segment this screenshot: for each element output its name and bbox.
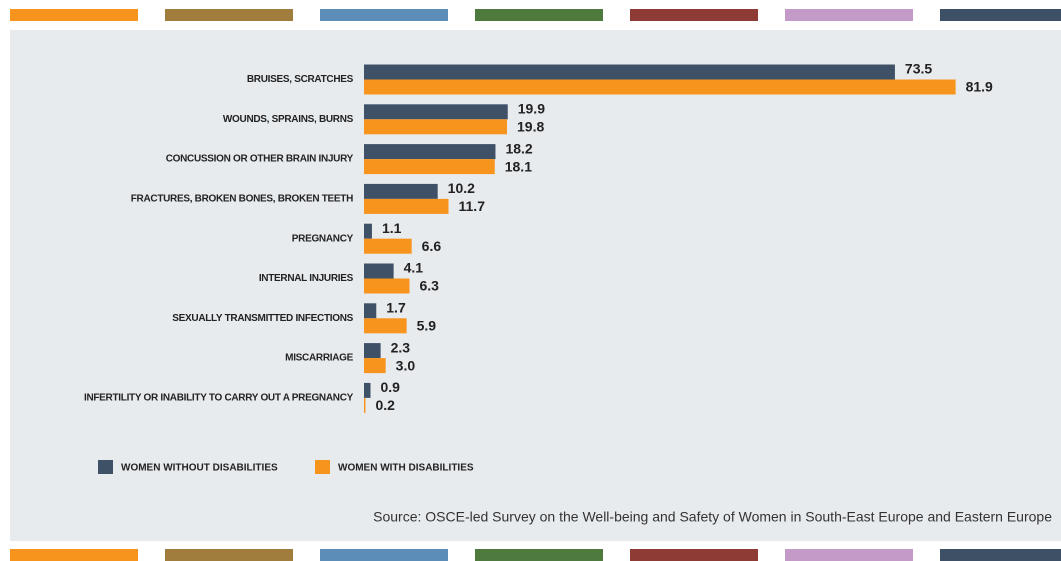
bar xyxy=(364,397,366,413)
bar xyxy=(364,382,371,398)
bar xyxy=(364,64,895,80)
category-label: INFERTILITY OR INABILITY TO CARRY OUT A … xyxy=(84,393,354,404)
value-label: 0.9 xyxy=(381,379,401,395)
stripe xyxy=(10,9,138,21)
bar xyxy=(364,79,956,95)
stripe xyxy=(320,549,448,561)
stripe xyxy=(165,9,293,21)
stripe xyxy=(785,9,913,21)
bar xyxy=(364,238,412,254)
category-label: MISCARRIAGE xyxy=(285,353,353,364)
value-label: 1.1 xyxy=(382,220,402,236)
stripe xyxy=(630,549,758,561)
bar xyxy=(364,104,508,120)
value-label: 3.0 xyxy=(396,357,416,373)
bar xyxy=(364,263,394,279)
stripe xyxy=(475,549,603,561)
value-label: 73.5 xyxy=(905,61,932,77)
value-label: 1.7 xyxy=(386,300,406,316)
value-label: 19.9 xyxy=(518,101,545,117)
stripe xyxy=(165,549,293,561)
legend-swatch xyxy=(315,460,330,474)
bar xyxy=(364,358,386,374)
value-label: 81.9 xyxy=(966,79,993,95)
bar xyxy=(364,159,495,175)
bar xyxy=(364,183,438,199)
category-label: CONCUSSION OR OTHER BRAIN INJURY xyxy=(166,154,354,165)
category-label: WOUNDS, SPRAINS, BURNS xyxy=(223,114,354,125)
value-label: 6.6 xyxy=(422,238,442,254)
legend-label: WOMEN WITHOUT DISABILITIES xyxy=(121,463,278,474)
legend-swatch xyxy=(98,460,113,474)
bar xyxy=(364,303,377,319)
category-label: SEXUALLY TRANSMITTED INFECTIONS xyxy=(172,313,353,324)
stripe xyxy=(320,9,448,21)
value-label: 19.8 xyxy=(517,119,544,135)
bottom-stripes xyxy=(10,549,1061,561)
bar xyxy=(364,318,407,334)
category-label: INTERNAL INJURIES xyxy=(259,273,354,284)
value-label: 4.1 xyxy=(404,260,424,276)
stripe xyxy=(785,549,913,561)
value-label: 10.2 xyxy=(448,180,475,196)
bar xyxy=(364,223,372,239)
source: Source: OSCE-led Survey on the Well-bein… xyxy=(373,509,1052,525)
stripe xyxy=(940,549,1061,561)
bar xyxy=(364,198,449,214)
panel xyxy=(10,30,1061,541)
value-label: 6.3 xyxy=(420,278,440,294)
legend-label: WOMEN WITH DISABILITIES xyxy=(338,463,474,474)
bar xyxy=(364,144,496,160)
value-label: 18.1 xyxy=(505,158,532,174)
value-label: 0.2 xyxy=(375,397,395,413)
category-label: BRUISES, SCRATCHES xyxy=(247,74,354,85)
stripe xyxy=(630,9,758,21)
bar xyxy=(364,119,508,135)
stripe xyxy=(10,549,138,561)
value-label: 2.3 xyxy=(391,339,411,355)
stripe xyxy=(475,9,603,21)
stripe xyxy=(940,9,1061,21)
bar xyxy=(364,343,381,359)
category-label: PREGNANCY xyxy=(292,233,354,244)
value-label: 18.2 xyxy=(505,140,532,156)
value-label: 5.9 xyxy=(417,318,437,334)
top-stripes xyxy=(10,9,1061,21)
bar xyxy=(364,278,410,294)
category-label: FRACTURES, BROKEN BONES, BROKEN TEETH xyxy=(131,194,353,205)
value-label: 11.7 xyxy=(459,198,486,214)
